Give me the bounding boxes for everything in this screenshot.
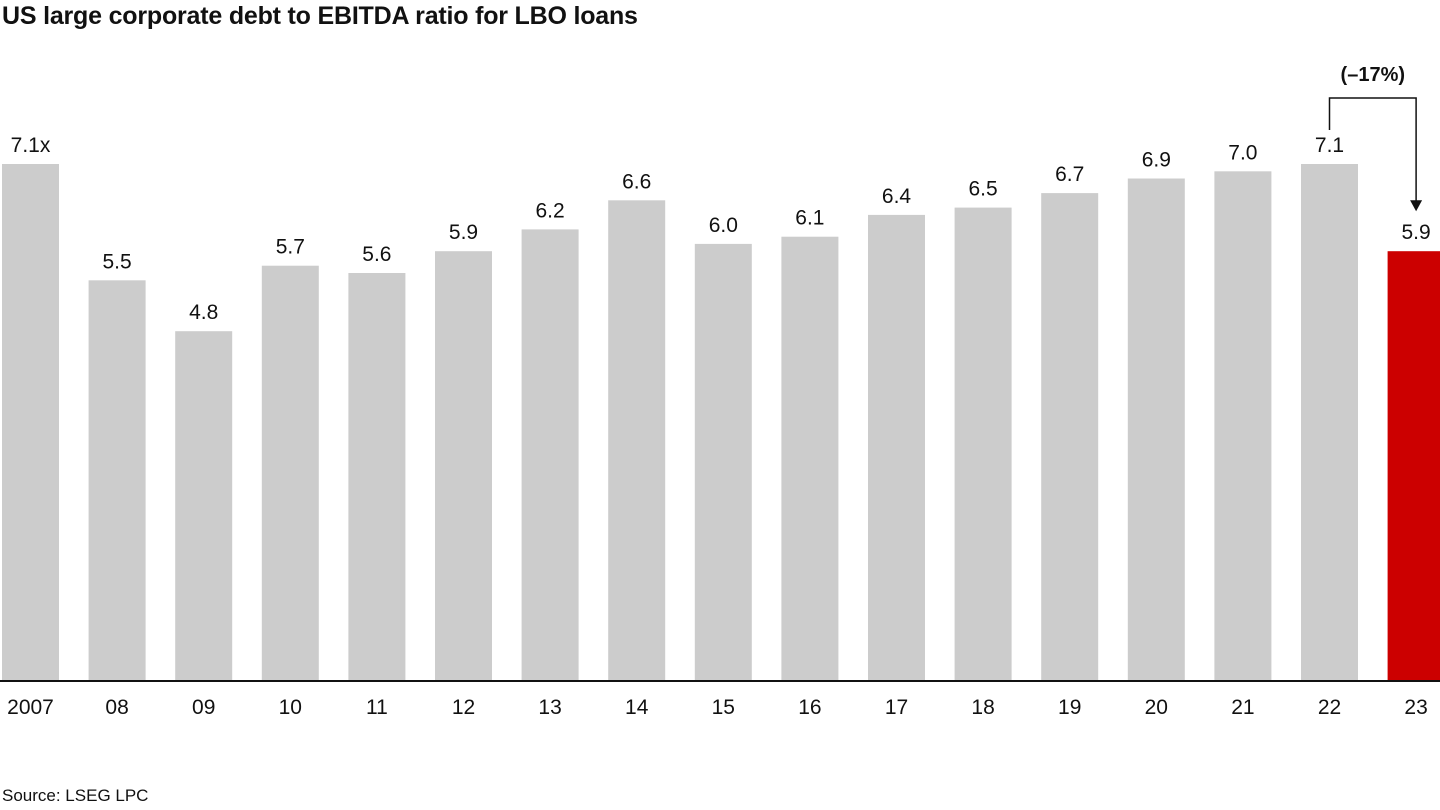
bar-09 — [175, 331, 233, 680]
value-label-23: 5.9 — [1401, 221, 1430, 244]
bar-12 — [435, 251, 492, 680]
x-tick-label-12: 12 — [452, 696, 475, 719]
x-tick-label-23: 23 — [1404, 696, 1427, 719]
x-tick-label-10: 10 — [279, 696, 302, 719]
value-label-13: 6.2 — [535, 199, 564, 222]
bar-15 — [694, 243, 752, 680]
bar-19 — [1041, 193, 1099, 680]
value-label-2007: 7.1x — [11, 134, 51, 157]
bar-2007 — [2, 164, 59, 680]
bar-11 — [348, 273, 406, 680]
value-label-14: 6.6 — [622, 170, 651, 193]
chart-title: US large corporate debt to EBITDA ratio … — [2, 2, 638, 30]
annotation-label: (–17%) — [1341, 64, 1405, 86]
bar-10 — [261, 265, 319, 680]
bar-08 — [88, 280, 146, 680]
bar-22 — [1301, 164, 1358, 680]
value-labels-group: 7.1x 5.5 4.8 5.7 5.6 5.9 6.2 6.6 6.0 6.1 6.4 6.5 6.7… — [11, 134, 1431, 324]
bar-chart: 7.1x 5.5 4.8 5.7 5.6 5.9 6.2 6.6 6.0 6.1 6.4 6.5 6.7… — [0, 64, 1440, 719]
x-tick-label-16: 16 — [798, 696, 821, 719]
bar-20 — [1127, 178, 1185, 680]
x-tick-label-17: 17 — [885, 696, 908, 719]
value-label-17: 6.4 — [882, 185, 912, 208]
bar-14 — [608, 200, 666, 681]
x-tick-label-09: 09 — [192, 696, 215, 719]
value-label-10: 5.7 — [276, 236, 305, 259]
value-label-18: 6.5 — [968, 178, 997, 201]
value-label-08: 5.5 — [102, 250, 131, 273]
bar-16 — [781, 236, 839, 680]
x-tick-labels-group: 2007 08 09 10 11 12 13 14 15 16 17 18 19 20 21 22 23 — [7, 696, 1428, 719]
x-tick-label-21: 21 — [1231, 696, 1254, 719]
annotation-arrowhead — [1410, 200, 1423, 212]
value-label-22: 7.1 — [1315, 134, 1344, 157]
value-label-15: 6.0 — [709, 214, 738, 237]
x-tick-label-14: 14 — [625, 696, 649, 719]
value-label-09: 4.8 — [189, 301, 218, 324]
value-label-16: 6.1 — [795, 207, 824, 230]
x-tick-label-19: 19 — [1058, 696, 1081, 719]
annotation-bracket — [1328, 97, 1417, 203]
value-label-11: 5.6 — [362, 243, 391, 266]
x-tick-label-2007: 2007 — [7, 696, 54, 719]
value-label-21: 7.0 — [1228, 141, 1257, 164]
bars-group — [2, 164, 1440, 681]
value-label-12: 5.9 — [449, 221, 478, 244]
bar-23 — [1387, 251, 1440, 680]
x-tick-label-20: 20 — [1145, 696, 1168, 719]
value-label-20: 6.9 — [1142, 149, 1171, 172]
x-tick-label-22: 22 — [1318, 696, 1341, 719]
x-tick-label-18: 18 — [971, 696, 994, 719]
bar-18 — [954, 207, 1012, 680]
bar-21 — [1214, 171, 1272, 681]
bar-17 — [868, 214, 925, 680]
bar-13 — [521, 229, 579, 680]
value-label-19: 6.7 — [1055, 163, 1084, 186]
change-annotation: (–17%) — [1328, 64, 1423, 212]
x-tick-label-15: 15 — [712, 696, 735, 719]
x-tick-label-13: 13 — [538, 696, 561, 719]
x-tick-label-11: 11 — [366, 696, 388, 719]
x-tick-label-08: 08 — [105, 696, 128, 719]
source-note: Source: LSEG LPC — [2, 786, 149, 805]
